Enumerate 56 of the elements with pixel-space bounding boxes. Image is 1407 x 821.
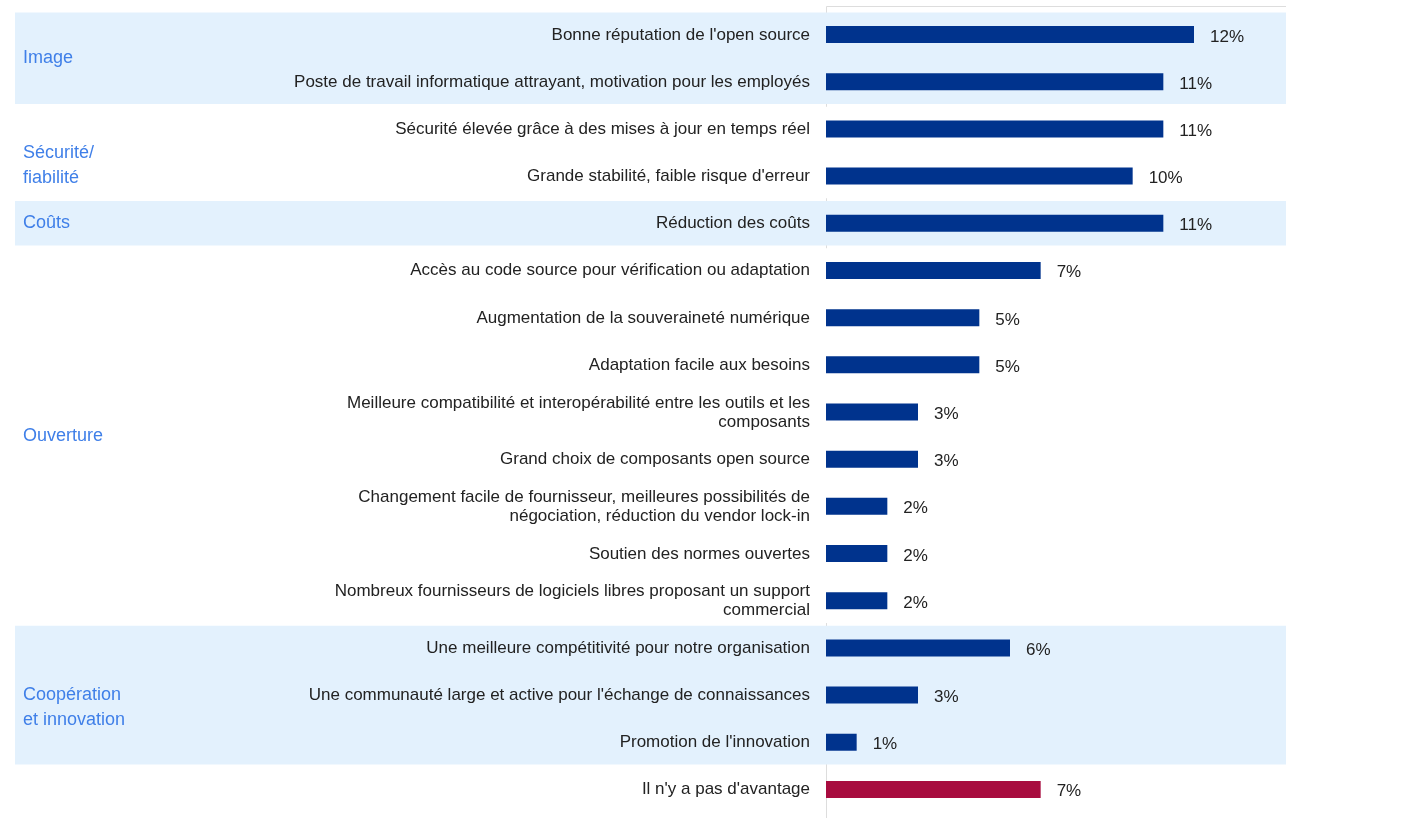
y-tick-label: Une meilleure compétitivité pour notre organisation: [426, 637, 810, 657]
data-label: 5%: [995, 356, 1020, 376]
data-label: 1%: [872, 734, 898, 754]
bar: [826, 356, 980, 374]
bar: [826, 450, 918, 468]
y-tick-label: Changement facile de fournisseur, meilleures possibilités de négociation, réduction du vendor lock-in: [358, 486, 810, 525]
data-label: 7%: [1056, 262, 1082, 282]
y-tick-label: Grand choix de composants open source: [500, 449, 810, 469]
y-tick-label: Adaptation facile aux besoins: [588, 354, 810, 374]
data-label: 6%: [1026, 639, 1051, 659]
band-label: Sécurité/ fiabilité: [23, 141, 95, 187]
data-label: 3%: [934, 404, 959, 423]
y-tick-label: Bonne réputation de l'open source: [551, 24, 810, 44]
bar: [826, 167, 1133, 185]
bar: [826, 780, 1041, 798]
band-label: Ouverture: [23, 424, 104, 445]
bar: [826, 733, 857, 751]
band-label: Image: [23, 47, 74, 68]
data-label: 5%: [995, 309, 1020, 329]
data-label: 11%: [1179, 73, 1213, 93]
bar: [826, 214, 1164, 232]
bar: [826, 545, 888, 563]
y-tick-label: Promotion de l'innovation: [619, 732, 810, 752]
data-label: 7%: [1056, 781, 1082, 801]
y-tick-label: Meilleure compatibilité et interopérabilité entre les outils et les composants: [346, 392, 810, 431]
y-tick-label: Nombreux fournisseurs de logiciels libres proposant un support commercial: [334, 581, 811, 620]
band-label: Coûts: [23, 212, 71, 233]
data-label: 10%: [1148, 168, 1183, 188]
data-label: 11%: [1179, 215, 1213, 235]
bar: [826, 639, 1010, 657]
bar: [826, 592, 888, 610]
data-label: 2%: [903, 498, 928, 518]
bar: [826, 497, 888, 515]
y-tick-label: Soutien des normes ouvertes: [588, 543, 810, 563]
data-label: 12%: [1210, 26, 1245, 46]
data-label: 11%: [1179, 120, 1213, 140]
data-label: 3%: [934, 451, 959, 471]
bar: [826, 26, 1194, 44]
y-tick-label: Augmentation de la souveraineté numérique: [476, 307, 810, 327]
data-label: 2%: [903, 592, 928, 612]
bar: [826, 261, 1041, 279]
y-tick-label: Poste de travail informatique attrayant, motivation pour les employés: [294, 71, 810, 91]
band-label: Coopération et innovation: [23, 684, 126, 730]
bar: [826, 73, 1164, 91]
data-label: 3%: [934, 687, 959, 707]
y-tick-label: Réduction des coûts: [655, 213, 810, 233]
y-tick-label: Il n'y a pas d'avantage: [641, 779, 810, 799]
bar: [826, 309, 980, 327]
y-tick-label: Grande stabilité, faible risque d'erreur: [527, 166, 811, 186]
data-label: 2%: [903, 545, 928, 565]
y-tick-label: Accès au code source pour vérification ou adaptation: [410, 260, 810, 280]
bar: [826, 686, 918, 704]
y-tick-label: Une communauté large et active pour l'échange de connaissances: [308, 685, 810, 705]
bar: [826, 120, 1164, 138]
bar: [826, 403, 918, 421]
y-tick-label: Sécurité élevée grâce à des mises à jour en temps réel: [395, 118, 810, 138]
